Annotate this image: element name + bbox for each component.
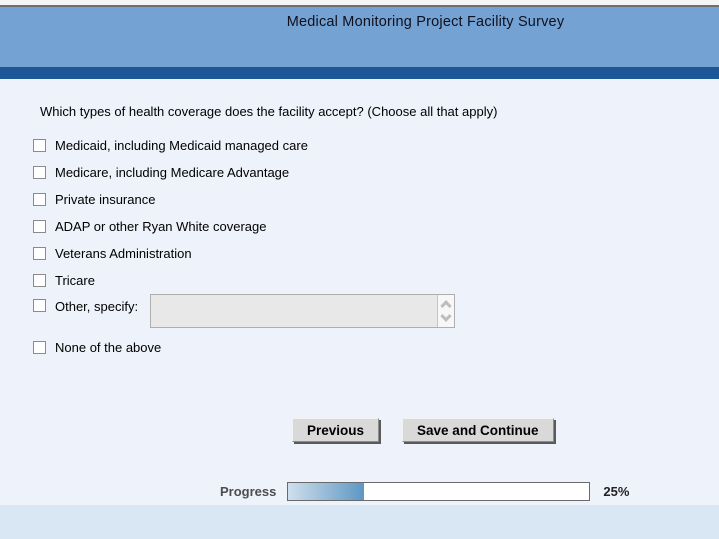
option-label-tricare[interactable]: Tricare — [55, 273, 95, 288]
option-label-adap[interactable]: ADAP or other Ryan White coverage — [55, 219, 267, 234]
survey-content: Which types of health coverage does the … — [0, 79, 719, 505]
header-divider-bar — [0, 67, 719, 79]
option-label-none[interactable]: None of the above — [55, 340, 162, 355]
progress-fill — [288, 482, 364, 500]
top-strip — [0, 0, 719, 5]
page-title: Medical Monitoring Project Facility Surv… — [286, 14, 565, 30]
option-row-private-insurance: Private insurance — [33, 186, 719, 213]
progress-percentage: 25% — [603, 483, 630, 499]
option-row-medicaid: Medicaid, including Medicaid managed car… — [33, 132, 719, 159]
progress-bar — [287, 481, 591, 501]
option-label-private-insurance[interactable]: Private insurance — [55, 192, 156, 207]
checkbox-none[interactable] — [33, 341, 46, 354]
checkbox-medicare[interactable] — [33, 166, 46, 179]
question-text: Which types of health coverage does the … — [40, 104, 498, 119]
footer-strip — [0, 505, 719, 539]
top-border-line — [0, 5, 719, 7]
option-label-medicare[interactable]: Medicare, including Medicare Advantage — [55, 165, 290, 180]
scroll-down-icon[interactable] — [440, 310, 452, 322]
checkbox-other[interactable] — [33, 299, 46, 312]
other-specify-textarea[interactable] — [150, 294, 455, 328]
option-row-adap: ADAP or other Ryan White coverage — [33, 213, 719, 240]
progress-row: Progress 25% — [0, 481, 719, 501]
save-and-continue-button[interactable]: Save and Continue — [402, 418, 554, 442]
option-row-none: None of the above — [33, 334, 719, 361]
other-specify-text-area-body[interactable] — [151, 295, 437, 327]
option-row-tricare: Tricare — [33, 267, 719, 294]
checkbox-private-insurance[interactable] — [33, 193, 46, 206]
button-row: Previous Save and Continue — [0, 418, 719, 442]
progress-label: Progress — [220, 483, 277, 499]
checkbox-medicaid[interactable] — [33, 139, 46, 152]
option-row-medicare: Medicare, including Medicare Advantage — [33, 159, 719, 186]
option-row-veterans: Veterans Administration — [33, 240, 719, 267]
option-row-other: Other, specify: — [33, 294, 719, 334]
previous-button[interactable]: Previous — [292, 418, 380, 442]
checkbox-tricare[interactable] — [33, 274, 46, 287]
option-label-other[interactable]: Other, specify: — [55, 299, 139, 314]
textarea-scrollbar[interactable] — [437, 295, 454, 327]
option-label-veterans[interactable]: Veterans Administration — [55, 246, 192, 261]
checkbox-veterans[interactable] — [33, 247, 46, 260]
page-header: Medical Monitoring Project Facility Surv… — [0, 7, 719, 67]
option-label-medicaid[interactable]: Medicaid, including Medicaid managed car… — [55, 138, 308, 153]
checkbox-adap[interactable] — [33, 220, 46, 233]
